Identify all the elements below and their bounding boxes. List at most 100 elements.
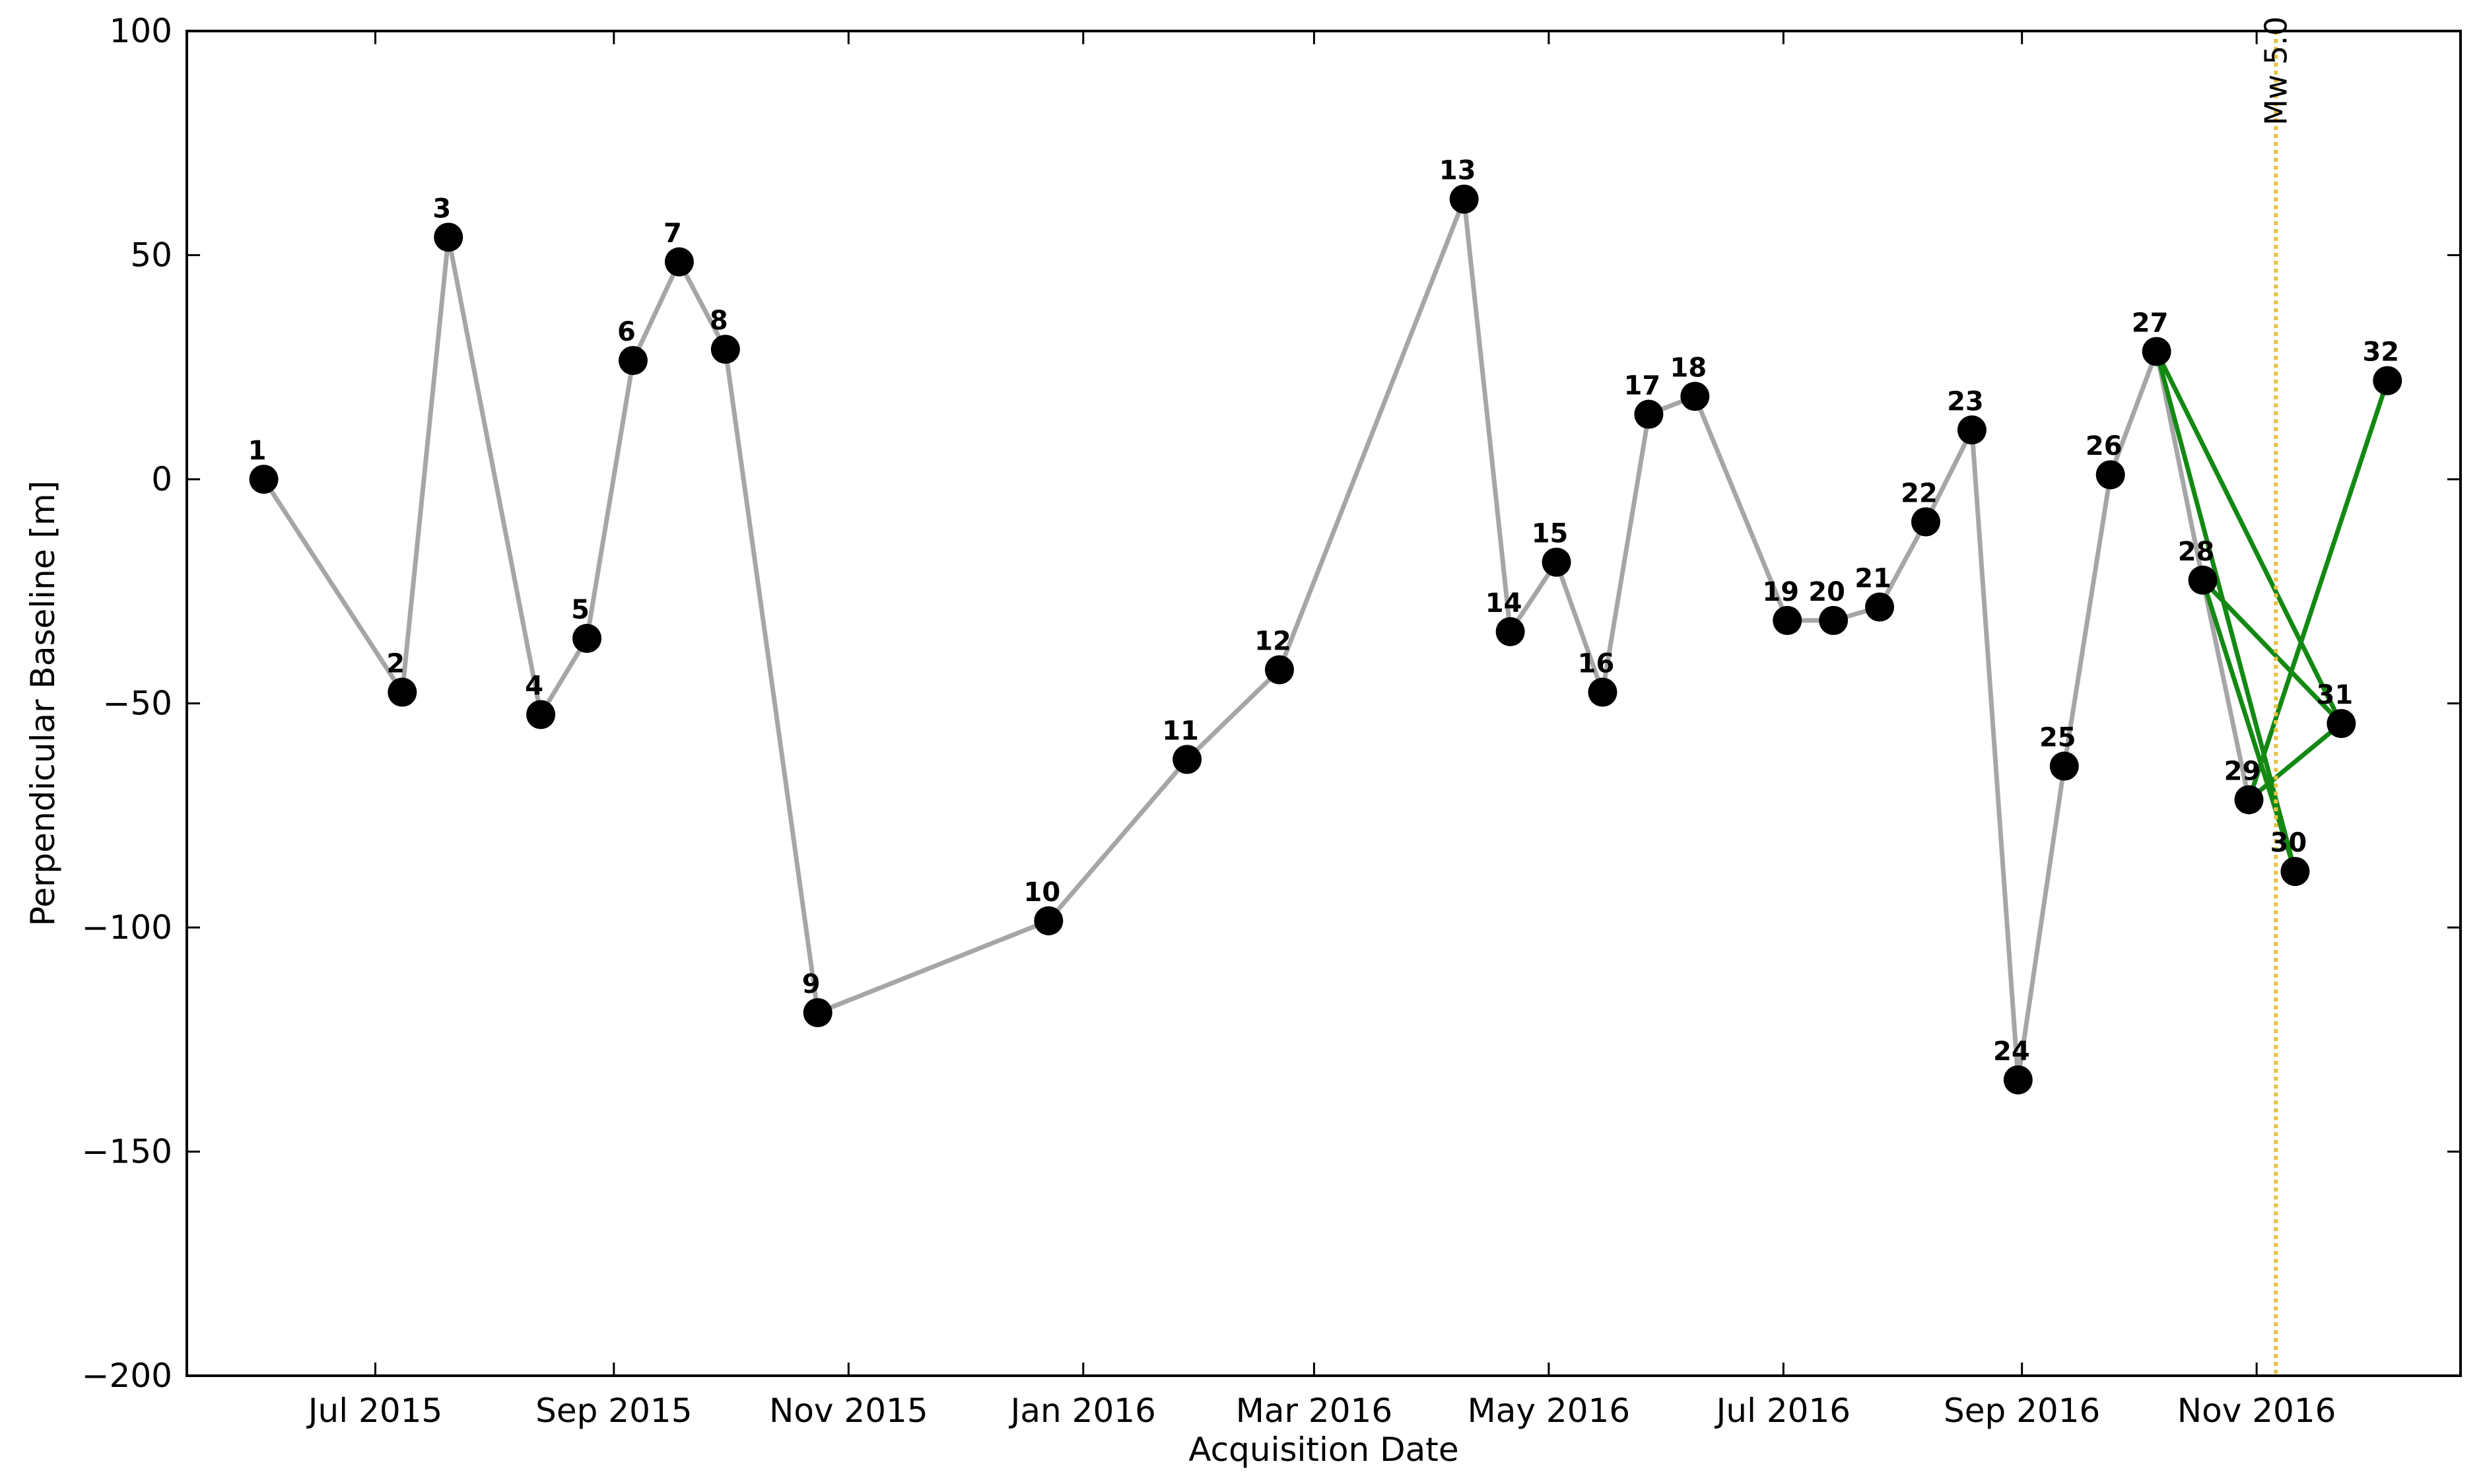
acquisition-point-27: [2142, 337, 2171, 366]
chain-connection-16-17: [1600, 412, 1651, 695]
acquisition-label-26: 26: [2086, 431, 2123, 461]
acquisition-point-1: [249, 465, 279, 494]
y-tick-label: −150: [82, 1133, 172, 1171]
acquisition-label-3: 3: [432, 193, 451, 224]
chain-connection-2-3: [399, 234, 451, 695]
x-axis-ticks: Jul 2015 Sep 2015 Nov 2015 Jan 2016 Mar 2016…: [306, 31, 2336, 1430]
acquisition-label-19: 19: [1762, 577, 1799, 607]
acquisition-label-7: 7: [663, 219, 682, 249]
acquisition-label-21: 21: [1854, 564, 1891, 594]
chain-connection-24-25: [2016, 764, 2067, 1083]
acquisition-point-8: [710, 335, 740, 364]
acquisition-label-11: 11: [1162, 716, 1199, 746]
acquisition-point-17: [1634, 399, 1664, 429]
chain-connection-25-26: [2062, 472, 2113, 769]
chain-connection-5-6: [584, 358, 636, 641]
acquisition-label-25: 25: [2039, 723, 2076, 753]
acquisition-point-10: [1034, 906, 1064, 935]
chain-connection-7-8: [677, 259, 728, 352]
acquisition-point-6: [618, 346, 648, 376]
acquisition-label-32: 32: [2362, 337, 2399, 368]
chain-connection-12-13: [1277, 197, 1467, 673]
acquisition-label-14: 14: [1485, 588, 1522, 619]
chain-connection-6-7: [630, 259, 682, 363]
x-tick-label: May 2016: [1468, 1392, 1631, 1430]
acquisition-label-6: 6: [617, 317, 636, 347]
x-tick-label: Sep 2016: [1944, 1392, 2100, 1430]
acquisition-label-18: 18: [1670, 353, 1707, 383]
acquisition-point-4: [526, 700, 556, 729]
acquisition-point-11: [1173, 745, 1202, 774]
acquisition-label-5: 5: [571, 595, 590, 625]
acquisition-point-20: [1819, 605, 1849, 635]
acquisition-label-22: 22: [1901, 479, 1938, 509]
chain-connection-3-4: [446, 234, 543, 717]
acquisition-label-27: 27: [2132, 308, 2169, 338]
acquisition-label-15: 15: [1532, 519, 1569, 549]
chain-connection-21-22: [1877, 520, 1928, 610]
acquisition-point-2: [388, 677, 417, 707]
acquisition-point-30: [2280, 857, 2310, 887]
chain-connection-26-27: [2108, 349, 2159, 477]
x-tick-label: Jul 2015: [306, 1392, 442, 1430]
acquisition-point-24: [2003, 1065, 2033, 1095]
y-tick-label: −50: [102, 685, 172, 723]
chain-connection-15-16: [1554, 560, 1605, 695]
coseismic-connection-27-31: [2154, 349, 2344, 726]
acquisition-label-31: 31: [2317, 680, 2354, 710]
chain-connection-27-28: [2154, 349, 2206, 583]
coseismic-connection-27-30: [2154, 349, 2297, 874]
chain-connection-13-14: [1462, 197, 1513, 634]
acquisition-label-23: 23: [1947, 386, 1984, 417]
acquisition-point-12: [1264, 655, 1294, 685]
acquisition-point-19: [1773, 605, 1802, 635]
y-tick-label: −200: [82, 1357, 172, 1395]
acquisition-points: [249, 184, 2402, 1095]
acquisition-point-9: [803, 998, 833, 1028]
acquisition-label-8: 8: [710, 306, 728, 336]
x-tick-label: Mar 2016: [1236, 1392, 1392, 1430]
acquisition-label-16: 16: [1578, 649, 1615, 679]
acquisition-point-3: [434, 222, 463, 252]
chain-connection-28-29: [2200, 578, 2251, 802]
chain-connection-8-9: [723, 347, 821, 1015]
chain-connection-10-11: [1046, 757, 1190, 924]
acquisition-point-21: [1865, 592, 1895, 622]
acquisition-point-23: [1957, 415, 1987, 445]
x-tick-label: Jan 2016: [1009, 1392, 1156, 1430]
chain-connection-11-12: [1184, 667, 1282, 762]
acquisition-point-16: [1588, 677, 1617, 707]
acquisition-label-1: 1: [248, 436, 267, 466]
acquisition-point-18: [1680, 382, 1710, 411]
event-label: Mw 5.0: [2258, 17, 2294, 125]
chain-connection-22-23: [1923, 427, 1975, 525]
y-tick-label: −100: [82, 908, 172, 947]
acquisition-label-9: 9: [802, 969, 821, 999]
acquisition-label-30: 30: [2270, 828, 2307, 858]
acquisition-label-17: 17: [1624, 371, 1661, 401]
chain-connection-4-5: [538, 636, 590, 717]
y-axis-title: Perpendicular Baseline [m]: [24, 481, 62, 926]
acquisition-point-29: [2234, 785, 2264, 815]
coseismic-connection-29-31: [2246, 721, 2344, 802]
acquisition-label-12: 12: [1254, 626, 1291, 657]
y-axis-ticks: 100 50 0 −50 −100 −150 −200: [82, 12, 2461, 1395]
x-axis-title: Acquisition Date: [1188, 1431, 1458, 1469]
acquisition-label-20: 20: [1808, 577, 1845, 607]
acquisition-label-28: 28: [2178, 537, 2215, 567]
x-tick-label: Nov 2016: [2177, 1392, 2336, 1430]
chain-connection-18-19: [1692, 393, 1790, 623]
acquisition-point-26: [2095, 460, 2125, 490]
acquisition-point-31: [2327, 709, 2356, 739]
acquisition-label-13: 13: [1439, 156, 1476, 186]
acquisition-point-32: [2373, 366, 2402, 395]
acquisition-label-4: 4: [525, 671, 543, 701]
y-tick-label: 0: [151, 460, 172, 498]
y-tick-label: 100: [110, 12, 172, 50]
y-tick-label: 50: [130, 236, 172, 275]
acquisition-point-22: [1911, 507, 1940, 537]
chain-connection-9-10: [815, 918, 1051, 1015]
